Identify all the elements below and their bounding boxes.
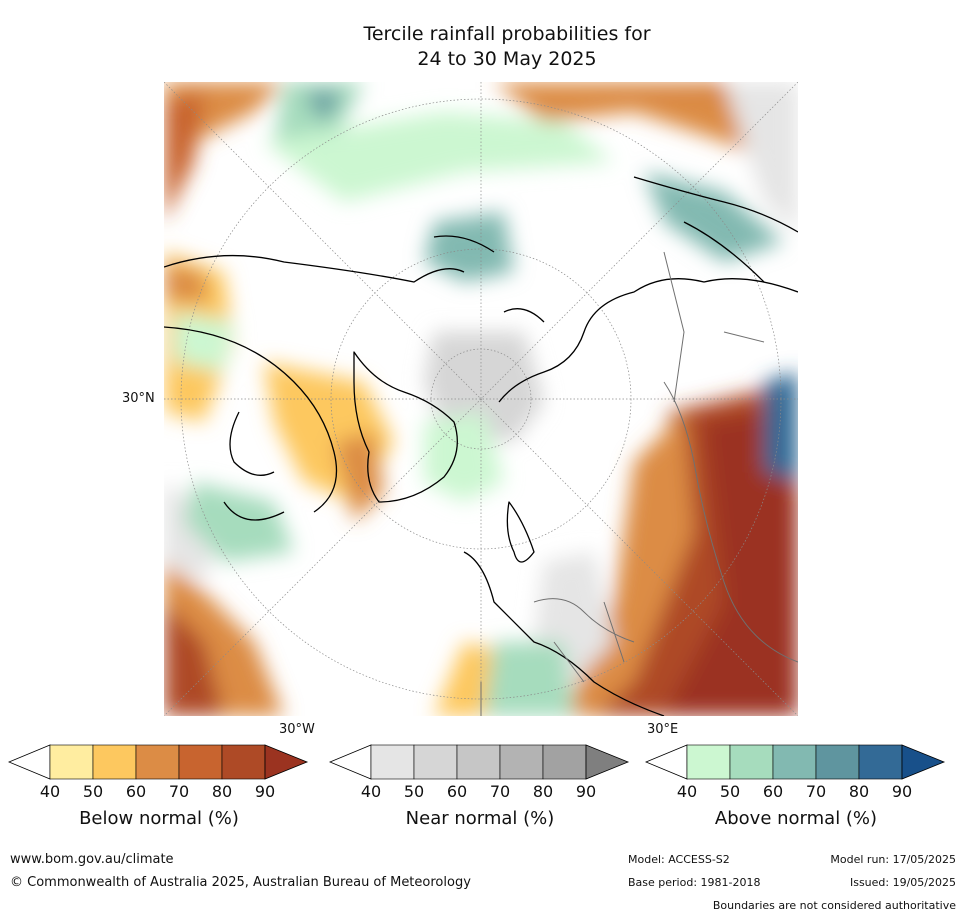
- colorbar-segment: [542, 744, 587, 780]
- title-line-2: 24 to 30 May 2025: [417, 48, 597, 70]
- colorbar-tick-label: 60: [762, 782, 784, 801]
- colorbar-segment: [456, 744, 501, 780]
- probability-field: [164, 82, 798, 716]
- footer-model-run: Model run: 17/05/2025: [830, 853, 956, 866]
- colorbar-segment: [92, 744, 137, 780]
- chart-title: Tercile rainfall probabilities for 24 to…: [300, 22, 714, 72]
- colorbar-tick-label: 40: [676, 782, 698, 801]
- colorbar-tick-label: 90: [575, 782, 597, 801]
- colorbar-tick-label: 80: [848, 782, 870, 801]
- footer-website: www.bom.gov.au/climate: [10, 852, 174, 867]
- colorbar-tick-label: 70: [168, 782, 190, 801]
- footer-base-period: Base period: 1981-2018: [628, 876, 761, 889]
- colorbar-lower-extension: [8, 744, 51, 780]
- colorbar-below-normal: [8, 744, 310, 780]
- colorbar-tick-label: 40: [39, 782, 61, 801]
- colorbar-tick-label: 60: [446, 782, 468, 801]
- colorbar-segment: [135, 744, 180, 780]
- colorbar-segment: [858, 744, 903, 780]
- colorbar-lower-extension: [645, 744, 688, 780]
- colorbar-segment: [370, 744, 415, 780]
- colorbar-tick-label: 80: [532, 782, 554, 801]
- colorbar-above-normal: [645, 744, 947, 780]
- lon-label-30w: 30°W: [279, 722, 315, 737]
- colorbar-tick-label: 90: [891, 782, 913, 801]
- borders: [480, 251, 798, 716]
- colorbar-tick-label: 70: [805, 782, 827, 801]
- colorbar-tick-label: 70: [489, 782, 511, 801]
- probability-map: [164, 82, 798, 716]
- colorbar-segment: [221, 744, 266, 780]
- graticule: [164, 82, 798, 716]
- colorbar-segment: [178, 744, 223, 780]
- colorbar-upper-extension: [901, 744, 946, 780]
- footer-copyright: © Commonwealth of Australia 2025, Austra…: [10, 875, 471, 890]
- map-svg: [164, 82, 798, 716]
- colorbar-title-below: Below normal (%): [79, 808, 239, 829]
- footer-model: Model: ACCESS-S2: [628, 853, 730, 866]
- title-line-1: Tercile rainfall probabilities for: [363, 23, 651, 45]
- lat-label-30n: 30°N: [122, 391, 155, 406]
- colorbar-upper-extension: [585, 744, 630, 780]
- colorbar-tick-label: 50: [82, 782, 104, 801]
- colorbar-segment: [49, 744, 94, 780]
- colorbar-segment: [499, 744, 544, 780]
- colorbar-near-normal: [329, 744, 631, 780]
- colorbar-segment: [815, 744, 860, 780]
- colorbar-segment: [413, 744, 458, 780]
- lon-label-30e: 30°E: [647, 722, 679, 737]
- colorbar-tick-label: 50: [719, 782, 741, 801]
- colorbar-tick-label: 90: [254, 782, 276, 801]
- colorbar-tick-label: 60: [125, 782, 147, 801]
- colorbar-tick-label: 80: [211, 782, 233, 801]
- colorbar-segment: [686, 744, 731, 780]
- colorbar-lower-extension: [329, 744, 372, 780]
- footer-issued: Issued: 19/05/2025: [849, 876, 956, 889]
- colorbar-upper-extension: [264, 744, 309, 780]
- colorbar-tick-label: 40: [360, 782, 382, 801]
- colorbar-title-above: Above normal (%): [714, 808, 878, 829]
- colorbar-title-near: Near normal (%): [405, 808, 555, 829]
- colorbar-segment: [772, 744, 817, 780]
- footer-disclaimer: Boundaries are not considered authoritat…: [712, 899, 956, 912]
- coastlines: [164, 176, 798, 716]
- colorbar-tick-label: 50: [403, 782, 425, 801]
- colorbar-segment: [729, 744, 774, 780]
